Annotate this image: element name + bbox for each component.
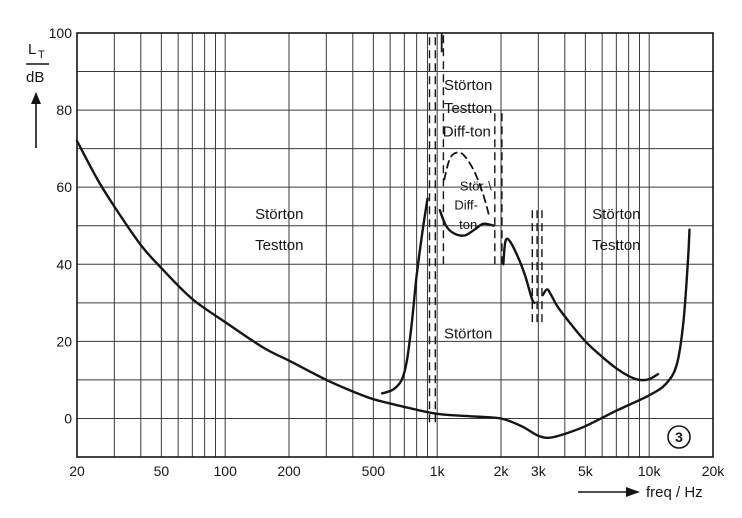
y-axis-arrow-head [31,92,41,104]
annotation-label: Störton [592,206,640,223]
x-tick-label: 500 [362,463,386,479]
annotations: Störton Testton Störton Testton Diff-ton Stör… [255,77,640,343]
y-tick-label: 60 [56,179,72,195]
x-tick-labels: 20 50 100 200 500 1k 2k 3k 5k 10k 20k [69,463,725,479]
curve-series-3 [438,209,495,237]
x-tick-label: 100 [214,463,238,479]
x-tick-label: 200 [277,463,301,479]
y-axis-label-symbol: L [28,41,36,58]
x-tick-label: 5k [578,463,594,479]
annotation-label: Störton [444,77,492,94]
curve-series-1 [75,139,691,439]
annotation-label: Störton [444,326,492,343]
x-tick-label: 2k [494,463,510,479]
annotation-label: ton [459,217,477,232]
x-tick-label: 3k [531,463,547,479]
x-tick-label: 20k [702,463,726,479]
curve-series-5 [502,237,536,304]
y-axis-label-unit: dB [26,69,44,86]
figure-number-badge: 3 [667,425,691,449]
y-axis-label: L T dB [26,41,49,148]
x-tick-label: 10k [638,463,662,479]
y-tick-label: 40 [56,256,72,272]
y-tick-label: 20 [56,333,72,349]
curve-series-4 [443,151,490,216]
x-axis-label-text: freq / Hz [646,484,703,501]
annotation-label: Diff-ton [443,123,491,140]
annotation-label: Testton [444,100,492,117]
annotation-label: Testton [255,237,303,254]
annotation-label: Diff- [454,198,478,213]
annotation-label: Testton [592,237,640,254]
dashed-markers [428,33,543,423]
y-axis-label-subscript: T [38,49,45,61]
curve-series-6 [541,288,660,382]
figure-number-circle [667,425,691,449]
figure-number-text: 3 [675,429,683,445]
x-axis-arrow-head [626,487,640,497]
annotation-label: Stör-\ [460,178,492,193]
x-axis-label: freq / Hz [578,484,703,501]
y-tick-labels: 0 20 40 60 80 100 [49,25,73,426]
y-tick-label: 0 [64,410,72,426]
annotation-label: Störton [255,206,303,223]
y-tick-label: 100 [49,25,73,41]
x-tick-label: 1k [430,463,446,479]
curve-series-2 [380,197,429,395]
curves [75,139,691,439]
y-tick-label: 80 [56,102,72,118]
plot-border [76,32,714,458]
x-tick-label: 50 [154,463,170,479]
x-tick-label: 20 [69,463,85,479]
